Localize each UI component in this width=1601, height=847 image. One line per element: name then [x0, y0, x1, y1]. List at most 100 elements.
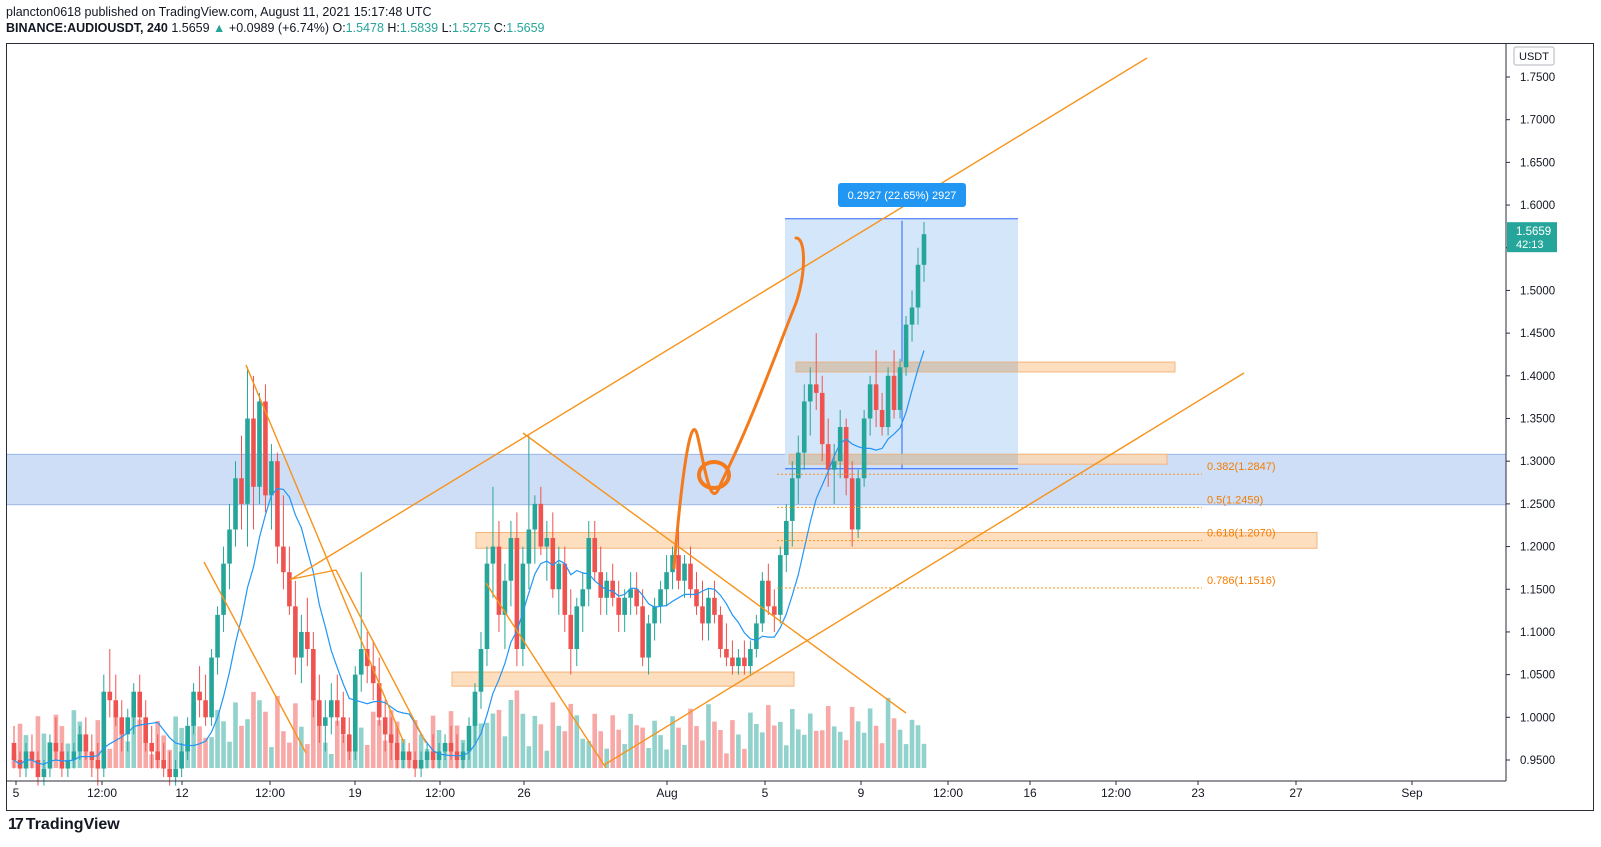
volume-bar — [340, 735, 346, 768]
volume-bar — [239, 725, 244, 768]
candle-body — [47, 742, 53, 769]
candle-body — [364, 649, 370, 667]
target-circle — [697, 460, 731, 490]
volume-bar — [736, 734, 741, 768]
volume-bar — [825, 706, 831, 768]
volume-bar — [640, 727, 645, 768]
brand-name: TradingView — [25, 816, 120, 833]
open-label: O: — [332, 21, 346, 35]
candle-body — [867, 384, 873, 419]
volume-bar — [125, 741, 131, 768]
candle-body — [125, 717, 131, 735]
time-tick-label: 16 — [1023, 786, 1037, 800]
candle-body — [317, 700, 322, 726]
measure-label-bg — [838, 183, 966, 207]
candle-body — [311, 649, 316, 701]
candle-body — [412, 760, 418, 769]
change-text: +0.0989 (+6.74%) — [228, 21, 329, 35]
candle-body — [293, 606, 298, 658]
volume-bar — [622, 744, 627, 768]
candle-body — [789, 478, 795, 521]
candle-body — [448, 742, 454, 752]
price-tick-label: 1.6000 — [1520, 200, 1555, 212]
volume-bar — [873, 725, 879, 768]
volume-bar — [191, 703, 196, 768]
candle-body — [472, 691, 478, 726]
volume-bar — [323, 742, 328, 768]
candle-body — [173, 768, 178, 778]
volume-bar — [909, 719, 915, 768]
volume-bar — [754, 724, 759, 768]
volume-bar — [682, 745, 687, 768]
candlesticks — [11, 222, 927, 786]
last-price-text: 1.5659 — [171, 21, 210, 35]
candle-body — [191, 691, 196, 726]
candle-body — [77, 734, 83, 752]
volume-bar — [35, 716, 41, 768]
candle-body — [604, 580, 609, 598]
candle-body — [167, 768, 172, 778]
candle-body — [442, 742, 448, 752]
volume-bar — [706, 704, 711, 768]
candle-body — [436, 751, 442, 760]
candle-body — [754, 623, 759, 650]
candle-body — [544, 538, 550, 547]
price-chart[interactable]: 0.382(1.2847) 0.5(1.2459) 0.618(1.2070) 0.7… — [6, 43, 1594, 811]
candle-body — [352, 674, 358, 752]
candle-body — [89, 751, 95, 760]
currency-box — [1513, 46, 1555, 66]
volume-bar — [921, 743, 927, 768]
volume-bar — [616, 729, 621, 768]
volume-bar — [891, 718, 897, 768]
time-axis[interactable]: 5 12:00 12 12:00 19 12:00 26 Aug 5 9 12:00 16 12:00 2… — [6, 780, 1506, 800]
volume-bar — [251, 691, 256, 768]
volume-bar — [197, 726, 202, 768]
volume-bar — [221, 721, 226, 768]
volume-bar — [514, 690, 520, 768]
candle-body — [257, 401, 262, 487]
volume-bar — [837, 731, 843, 768]
volume-bar — [772, 725, 777, 768]
candle-body — [580, 589, 586, 607]
candle-body — [843, 427, 849, 479]
demand-zone — [475, 531, 1318, 549]
volume-bar — [712, 721, 717, 768]
candle-body — [682, 563, 687, 581]
volume-bar — [257, 700, 262, 768]
candle-body — [748, 649, 753, 667]
flag-line-2 — [335, 569, 427, 744]
time-tick-label: 9 — [858, 786, 865, 800]
volume-bar — [532, 715, 538, 768]
time-tick-label: 12 — [175, 786, 189, 800]
candle-body — [514, 538, 520, 650]
countdown-label: 42:13 — [1516, 239, 1544, 251]
candle-body — [532, 503, 538, 530]
volume-bar — [592, 713, 598, 768]
time-tick-label: 19 — [348, 786, 362, 800]
support-zone-low — [451, 671, 795, 687]
candle-body — [418, 760, 424, 769]
candle-body — [706, 597, 711, 624]
fib-label: 0.5(1.2459) — [1207, 494, 1263, 506]
price-axis[interactable]: USDT1.75001.70001.65001.60001.55001.5000… — [1505, 43, 1557, 781]
candle-body — [137, 691, 143, 718]
volume-bar — [209, 737, 214, 768]
volume-bar — [849, 706, 855, 768]
volume-bar — [376, 720, 382, 768]
candle-body — [101, 691, 107, 769]
trendline-drawings: 0.382(1.2847) 0.5(1.2459) 0.618(1.2070) 0.7… — [203, 57, 1276, 769]
volume-bar — [885, 697, 891, 768]
candle-body — [484, 563, 490, 650]
candle-body — [496, 546, 502, 615]
candle-body — [71, 751, 77, 760]
candle-body — [879, 409, 885, 428]
volume-bar — [215, 709, 220, 768]
candle-body — [107, 691, 113, 701]
symbol-name[interactable]: BINANCE:AUDIOUSDT, 240 — [6, 21, 168, 35]
candle-body — [909, 307, 915, 325]
volume-bar — [778, 721, 783, 768]
candle-body — [873, 384, 879, 410]
candle-body — [299, 631, 304, 658]
price-tick-label: 1.3000 — [1520, 456, 1555, 468]
candle-body — [95, 760, 101, 769]
